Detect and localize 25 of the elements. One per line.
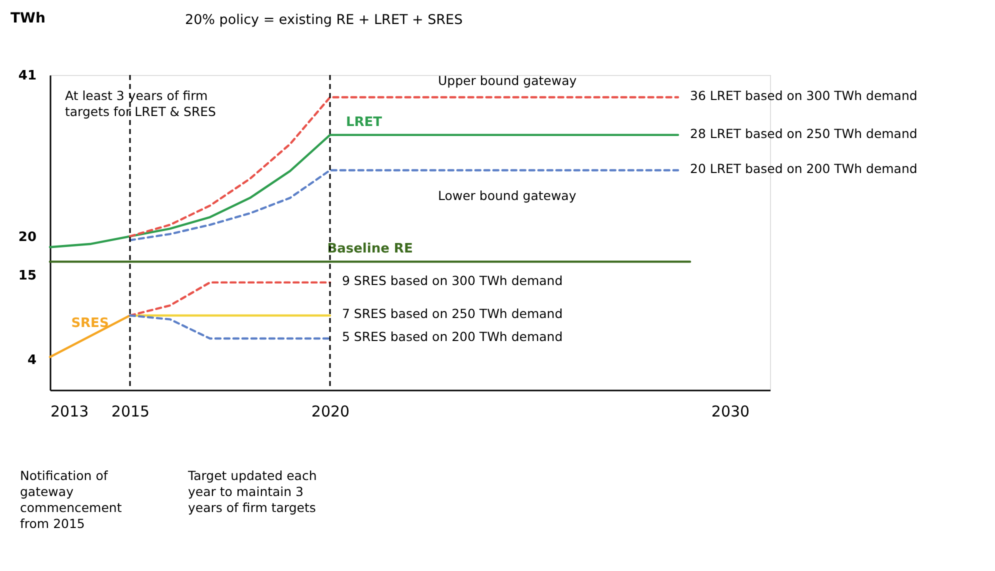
x-tick-label: 2013 [50,402,89,420]
annotation: 9 SRES based on 300 TWh demand [342,273,563,288]
x-tick-label: 2030 [711,402,750,420]
y-tick-label: 20 [18,230,36,245]
text: Target updated each year to maintain 3 years of firm targets [187,468,317,515]
annotation: 20 LRET based on 200 TWh demand [690,161,918,176]
y-tick-label: 41 [18,68,36,84]
series-label: Baseline RE [327,242,413,257]
y-tick-label: 15 [18,268,36,284]
annotation: 5 SRES based on 200 TWh demand [342,329,563,344]
annotation: Upper bound gateway [438,73,578,88]
x-tick-label: 2015 [111,402,150,420]
text: Notification of gateway commencement from 2015 [20,468,122,531]
x-tick-label: 2020 [311,402,350,420]
series-label: LRET [346,114,382,130]
chart-title: 20% policy = existing RE + LRET + SRES [185,12,463,28]
annotation: 7 SRES based on 250 TWh demand [342,306,563,321]
y-tick-label: 4 [27,352,36,368]
annotation: 28 LRET based on 250 TWh demand [690,126,918,141]
line-series [128,169,680,242]
annotation: At least 3 years of firm targets for LRET & SRES [65,88,216,119]
y-axis-title: TWh [10,10,46,26]
annotation: Lower bound gateway [438,188,577,203]
series-label: SRES [71,316,109,332]
annotation: 36 LRET based on 300 TWh demand [690,88,918,103]
